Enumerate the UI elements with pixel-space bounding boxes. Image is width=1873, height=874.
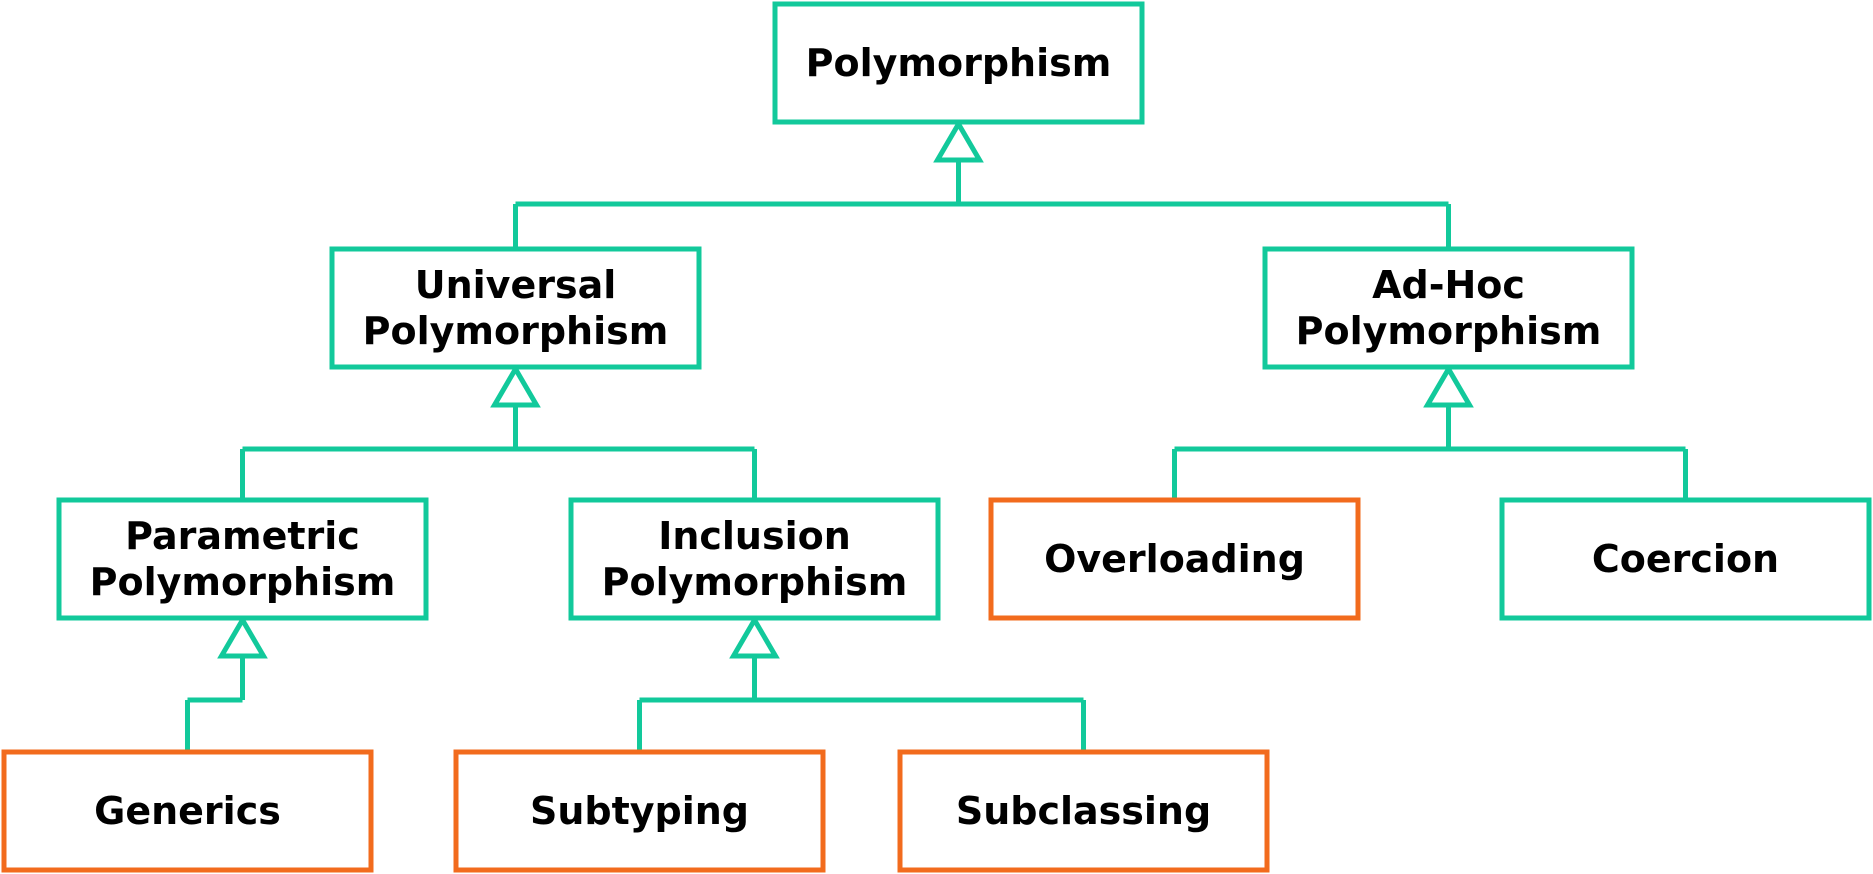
connector-parametric [188,656,243,752]
connector-adhoc [1175,405,1686,500]
nodes-layer: PolymorphismUniversalPolymorphismAd-HocP… [4,4,1869,870]
node-label-inclusion-line-1: Inclusion [658,514,851,558]
connectors-layer [188,124,1686,752]
node-label-universal-line-1: Universal [415,263,617,307]
node-subtyping: Subtyping [456,752,823,870]
inheritance-arrowhead-inclusion [734,620,776,656]
connector-inclusion [640,656,1084,752]
inheritance-arrowhead-parametric [222,620,264,656]
node-coercion: Coercion [1502,500,1869,618]
node-label-overloading-line-1: Overloading [1044,537,1305,581]
node-label-universal-line-2: Polymorphism [363,309,669,353]
connector-polymorphism [516,160,1449,249]
node-label-subclassing-line-1: Subclassing [956,789,1211,833]
node-generics: Generics [4,752,371,870]
node-overloading: Overloading [991,500,1358,618]
node-label-parametric-line-2: Polymorphism [90,560,396,604]
connector-universal [243,405,755,500]
inheritance-arrowhead-adhoc [1428,369,1470,405]
node-label-coercion-line-1: Coercion [1592,537,1779,581]
node-label-parametric-line-1: Parametric [125,514,360,558]
inheritance-arrowhead-universal [495,369,537,405]
node-label-generics-line-1: Generics [94,789,281,833]
node-subclassing: Subclassing [900,752,1267,870]
node-label-subtyping-line-1: Subtyping [530,789,749,833]
node-label-inclusion-line-2: Polymorphism [602,560,908,604]
node-polymorphism: Polymorphism [775,4,1142,122]
node-label-adhoc-line-2: Polymorphism [1296,309,1602,353]
node-label-adhoc-line-1: Ad-Hoc [1372,263,1525,307]
inheritance-arrowhead-polymorphism [938,124,980,160]
node-label-polymorphism-line-1: Polymorphism [806,41,1112,85]
